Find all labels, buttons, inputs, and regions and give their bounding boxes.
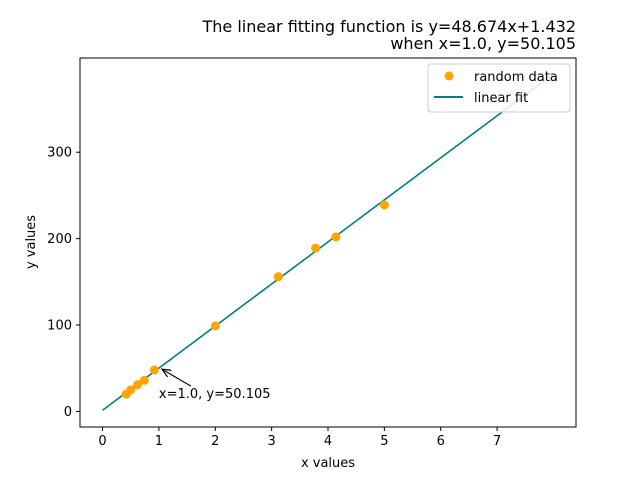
x-tick-label: 2 [211,434,219,449]
legend-label-linear-fit: linear fit [474,91,528,106]
y-ticks-layer: 0 100 200 300 [47,146,80,420]
y-tick-label: 200 [47,232,72,247]
chart-title-line-2: when x=1.0, y=50.105 [390,34,576,53]
legend: random data linear fit [427,63,571,113]
x-tick-label: 1 [155,434,163,449]
x-tick-label: 6 [437,434,445,449]
data-point [132,380,142,390]
x-tick-label: 0 [98,434,106,449]
annotation-arrow [162,369,192,387]
y-tick-label: 0 [64,405,72,420]
y-tick-label: 100 [47,319,72,334]
data-point [126,385,136,395]
x-axis-label: x values [301,456,355,471]
x-tick-label: 7 [493,434,501,449]
data-point [379,200,389,210]
fit-line [102,73,554,411]
chart-title-line-1: The linear fitting function is y=48.674x… [202,17,577,36]
x-tick-label: 3 [267,434,275,449]
y-axis-label: y values [24,215,39,269]
x-ticks-layer: 0 1 2 3 4 5 6 7 [98,427,501,449]
legend-marker-random-data [444,71,454,81]
data-point [331,232,341,242]
annotation-label: x=1.0, y=50.105 [159,387,271,402]
data-point [139,375,149,385]
points-layer [121,200,389,399]
y-tick-label: 300 [47,146,72,161]
data-point [149,365,159,375]
fit-line-layer [102,73,554,411]
data-point [273,272,283,282]
data-point [210,321,220,331]
data-point [311,243,321,253]
x-tick-label: 4 [324,434,332,449]
legend-label-random-data: random data [474,70,558,85]
legend-box [427,63,571,113]
x-tick-label: 5 [380,434,388,449]
annotation-layer: x=1.0, y=50.105 [159,369,271,402]
